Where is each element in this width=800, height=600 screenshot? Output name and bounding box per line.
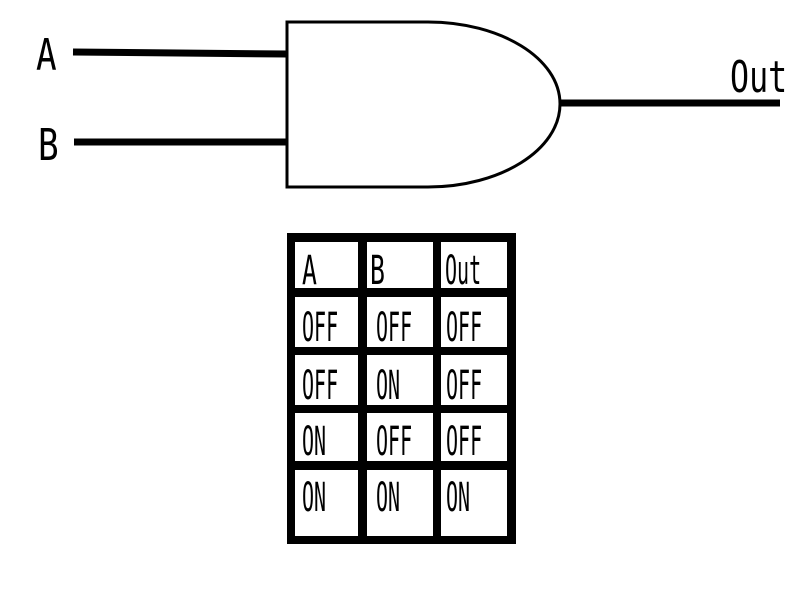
table-cell-text: OFF	[446, 364, 482, 410]
input-a-label: A	[36, 30, 57, 81]
input-b-label: B	[38, 120, 59, 171]
and-gate-icon	[285, 20, 562, 189]
table-cell	[441, 297, 507, 347]
table-cell-text: ON	[446, 476, 470, 522]
header-cell-b	[367, 242, 433, 288]
table-cell	[367, 297, 433, 347]
table-cell	[295, 470, 358, 536]
table-cell	[441, 355, 507, 405]
table-cell	[441, 470, 507, 536]
table-cell-text: ON	[302, 476, 326, 522]
table-cell	[295, 413, 358, 461]
table-cell	[441, 413, 507, 461]
table-cell-text: ON	[376, 364, 400, 410]
table-cell	[367, 413, 433, 461]
table-cell-text: OFF	[302, 364, 338, 410]
truth-table: A B Out OFF OFF OFF OFF ON OFF ON OFF OF…	[287, 233, 516, 544]
table-cell	[295, 355, 358, 405]
table-cell-text: OFF	[376, 420, 412, 466]
header-cell-out	[441, 242, 507, 288]
table-cell-text: OFF	[302, 306, 338, 352]
table-cell-text: OFF	[446, 420, 482, 466]
table-cell-text: ON	[376, 476, 400, 522]
header-label-b: B	[370, 247, 385, 294]
header-label-out: Out	[445, 249, 481, 295]
table-cell	[367, 470, 433, 536]
table-cell	[295, 297, 358, 347]
table-cell-text: OFF	[446, 306, 482, 352]
input-a-wire	[72, 48, 288, 58]
header-label-a: A	[302, 247, 317, 294]
table-cell	[367, 355, 433, 405]
output-label: Out	[730, 52, 787, 104]
table-cell-text: OFF	[376, 306, 412, 352]
table-cell-text: ON	[302, 420, 326, 466]
header-cell-a	[295, 242, 358, 288]
